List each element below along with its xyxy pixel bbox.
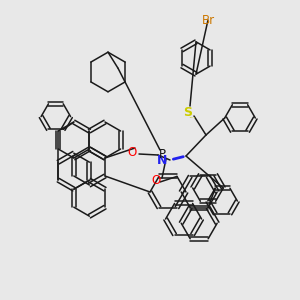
Text: O: O (152, 173, 160, 187)
Text: P: P (158, 148, 166, 160)
Text: ...: ... (188, 110, 196, 119)
Text: N: N (157, 154, 167, 166)
Text: O: O (128, 146, 136, 158)
Text: Br: Br (201, 14, 214, 26)
Text: S: S (184, 106, 193, 118)
